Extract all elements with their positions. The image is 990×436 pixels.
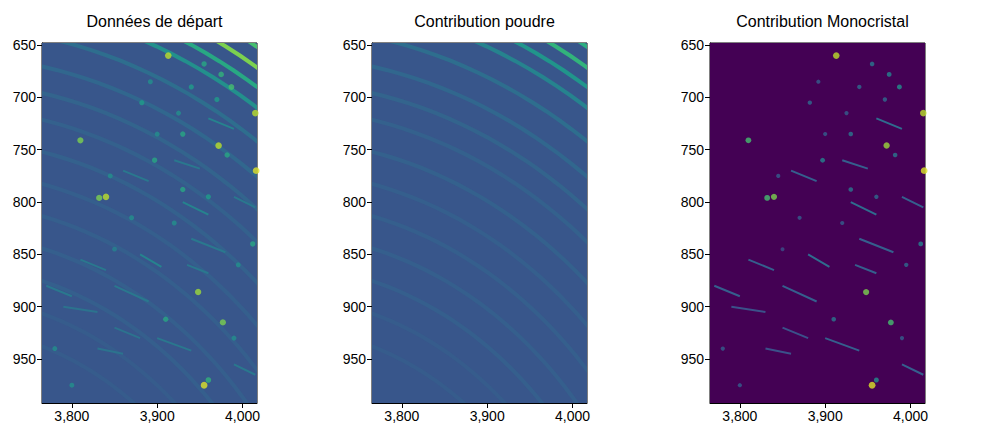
svg-text:3,800: 3,800 (54, 408, 89, 424)
svg-text:800: 800 (13, 194, 37, 210)
svg-text:Contribution poudre: Contribution poudre (414, 13, 555, 30)
svg-text:3,900: 3,900 (808, 408, 843, 424)
svg-text:700: 700 (681, 89, 705, 105)
svg-text:850: 850 (681, 246, 705, 262)
svg-text:900: 900 (681, 299, 705, 315)
svg-text:750: 750 (13, 142, 37, 158)
svg-text:4,000: 4,000 (225, 408, 260, 424)
svg-text:750: 750 (343, 142, 367, 158)
svg-text:900: 900 (13, 299, 37, 315)
svg-text:Données de départ: Données de départ (86, 13, 223, 30)
svg-text:800: 800 (343, 194, 367, 210)
svg-text:950: 950 (681, 351, 705, 367)
svg-text:3,900: 3,900 (470, 408, 505, 424)
svg-text:Contribution Monocristal: Contribution Monocristal (736, 13, 909, 30)
svg-text:900: 900 (343, 299, 367, 315)
svg-text:650: 650 (681, 37, 705, 53)
svg-text:850: 850 (13, 246, 37, 262)
svg-text:950: 950 (13, 351, 37, 367)
svg-text:4,000: 4,000 (555, 408, 590, 424)
svg-text:3,800: 3,800 (722, 408, 757, 424)
svg-text:950: 950 (343, 351, 367, 367)
svg-text:3,900: 3,900 (140, 408, 175, 424)
svg-text:750: 750 (681, 142, 705, 158)
svg-text:850: 850 (343, 246, 367, 262)
svg-text:3,800: 3,800 (384, 408, 419, 424)
svg-text:800: 800 (681, 194, 705, 210)
svg-text:650: 650 (343, 37, 367, 53)
svg-text:700: 700 (343, 89, 367, 105)
svg-text:700: 700 (13, 89, 37, 105)
svg-text:4,000: 4,000 (893, 408, 928, 424)
svg-text:650: 650 (13, 37, 37, 53)
